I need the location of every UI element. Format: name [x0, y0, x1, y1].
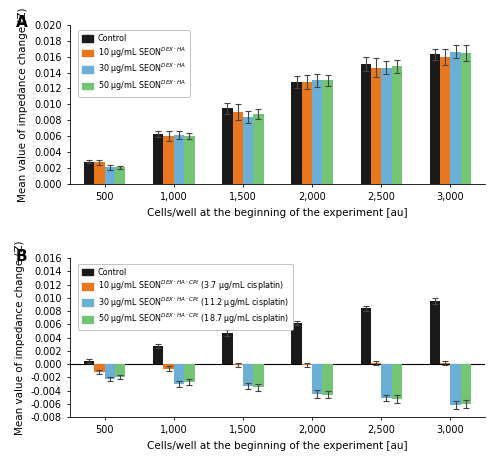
Bar — [322, 81, 333, 184]
Bar — [292, 323, 302, 364]
X-axis label: Cells/well at the beginning of the experiment [au]: Cells/well at the beginning of the exper… — [147, 441, 408, 451]
Bar — [243, 117, 254, 184]
Bar — [312, 81, 322, 184]
Bar — [115, 167, 126, 184]
Bar — [450, 364, 461, 405]
Bar — [322, 364, 333, 395]
Bar — [461, 53, 471, 184]
Bar — [382, 68, 392, 184]
Bar — [360, 64, 371, 184]
Text: A: A — [16, 15, 28, 30]
Legend: Control, 10 μg/mL SEON$^{DEX\cdot HA}$, 30 μg/mL SEON$^{DEX\cdot HA}$, 50 μg/mL : Control, 10 μg/mL SEON$^{DEX\cdot HA}$, … — [78, 30, 190, 97]
Bar — [254, 364, 264, 387]
Bar — [164, 364, 174, 369]
Text: B: B — [16, 248, 28, 263]
Bar — [153, 346, 164, 364]
Y-axis label: Mean value of impedance change (Z): Mean value of impedance change (Z) — [15, 240, 25, 435]
Bar — [440, 363, 450, 364]
Bar — [392, 66, 402, 184]
Bar — [84, 162, 94, 184]
Bar — [302, 82, 312, 184]
Bar — [174, 135, 184, 184]
Bar — [302, 364, 312, 365]
Bar — [232, 364, 243, 365]
Bar — [104, 167, 115, 184]
Bar — [450, 52, 461, 184]
Bar — [104, 364, 115, 379]
Y-axis label: Mean value of impedance change (Z): Mean value of impedance change (Z) — [18, 7, 28, 202]
Bar — [312, 364, 322, 394]
X-axis label: Cells/well at the beginning of the experiment [au]: Cells/well at the beginning of the exper… — [147, 208, 408, 218]
Bar — [222, 108, 232, 184]
Bar — [430, 54, 440, 184]
Bar — [392, 364, 402, 398]
Bar — [360, 308, 371, 364]
Bar — [222, 333, 232, 364]
Bar — [382, 364, 392, 398]
Bar — [84, 362, 94, 364]
Bar — [174, 364, 184, 384]
Bar — [243, 364, 254, 386]
Legend: Control, 10 μg/mL SEON$^{DEX\cdot HA\cdot CPt}$ (3.7 μg/mL cisplatin), 30 μg/mL : Control, 10 μg/mL SEON$^{DEX\cdot HA\cdo… — [78, 264, 293, 330]
Bar — [94, 162, 104, 184]
Bar — [440, 56, 450, 184]
Bar — [164, 136, 174, 184]
Bar — [153, 134, 164, 184]
Bar — [371, 68, 382, 184]
Bar — [232, 112, 243, 184]
Bar — [184, 136, 194, 184]
Bar — [371, 363, 382, 364]
Bar — [430, 301, 440, 364]
Bar — [115, 364, 126, 377]
Bar — [461, 364, 471, 404]
Bar — [94, 364, 104, 372]
Bar — [254, 114, 264, 184]
Bar — [184, 364, 194, 382]
Bar — [292, 82, 302, 184]
